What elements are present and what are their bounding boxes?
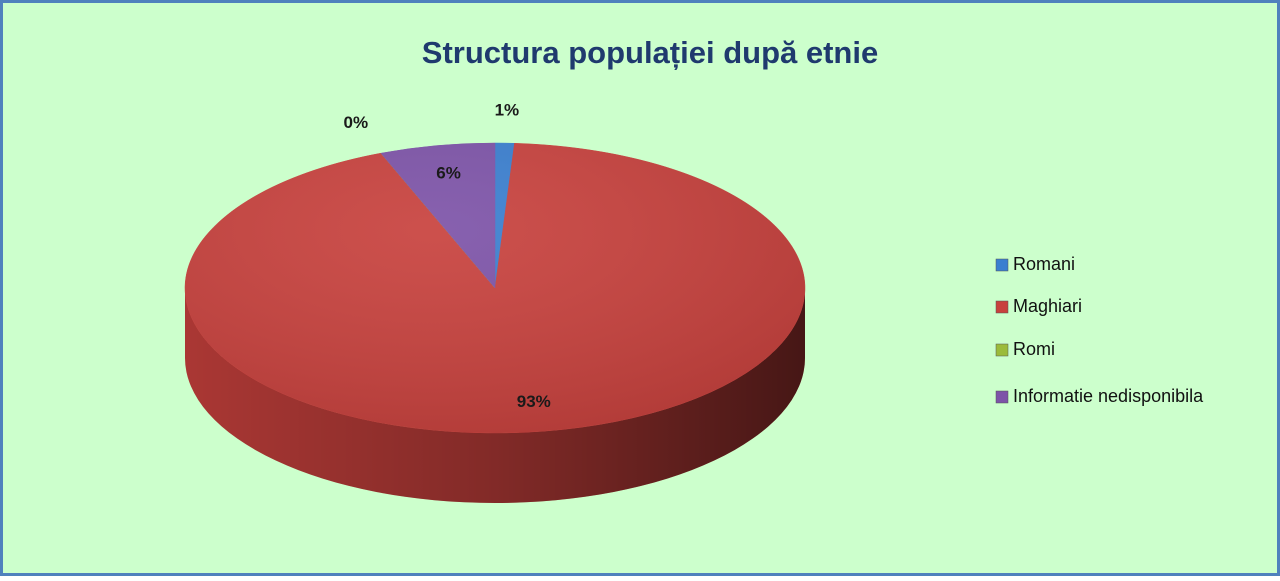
legend-swatch xyxy=(995,300,1009,314)
legend-label: Informatie nedisponibila xyxy=(1013,386,1204,406)
data-label: 0% xyxy=(343,113,368,132)
legend-label: Romani xyxy=(1013,254,1075,274)
legend-swatch xyxy=(995,258,1009,272)
legend-swatch xyxy=(995,390,1009,404)
legend-swatch xyxy=(995,343,1009,357)
chart-title: Structura populației după etnie xyxy=(422,35,878,70)
legend-label: Maghiari xyxy=(1013,296,1082,316)
data-label: 6% xyxy=(436,164,461,183)
data-label: 93% xyxy=(517,392,551,411)
side-shade xyxy=(185,288,805,503)
pie-gloss xyxy=(185,143,805,433)
data-label: 1% xyxy=(495,101,520,120)
legend-label: Romi xyxy=(1013,339,1055,359)
